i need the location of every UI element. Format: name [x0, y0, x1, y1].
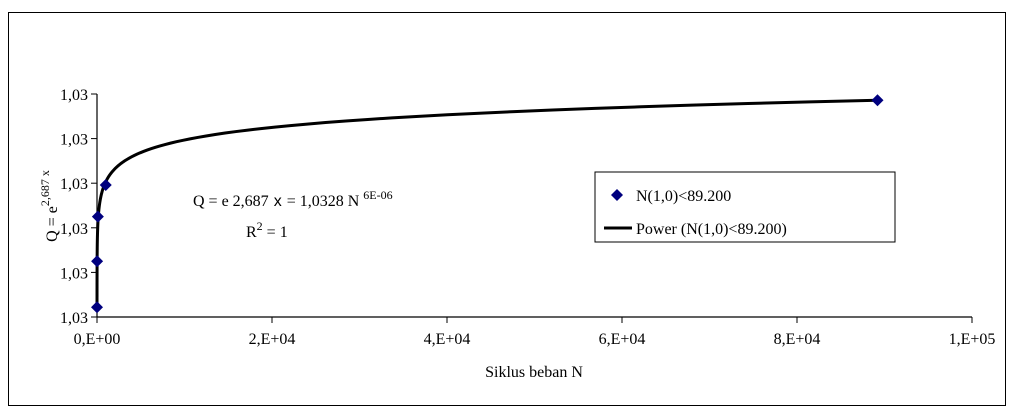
x-tick-label: 2,E+04	[249, 331, 296, 348]
y-ticks: 1,03 1,03 1,03 1,03 1,03 1,03	[60, 87, 97, 327]
data-point	[871, 94, 884, 107]
x-tick-label: 8,E+04	[774, 331, 821, 348]
legend-box	[594, 171, 896, 243]
equation-variable: x	[274, 193, 282, 210]
legend-marker-diamond	[611, 189, 623, 201]
y-axis-title-superscript: 2,687 x	[38, 170, 52, 206]
x-tick-label: 0,E+00	[74, 331, 121, 348]
y-tick-label: 1,03	[60, 176, 88, 193]
r-squared-rest: = 1	[267, 224, 288, 241]
trendline-equation: Q = e 2,687 x = 1,0328 N 6E-06	[193, 188, 393, 210]
y-tick-label: 1,03	[60, 87, 88, 104]
legend-label-series-2: Power (N(1,0)<89.200)	[636, 221, 787, 238]
y-tick-label: 1,03	[60, 132, 88, 149]
x-tick-label: 1,E+05	[949, 331, 996, 348]
legend: N(1,0)<89.200 Power (N(1,0)<89.200)	[594, 171, 896, 243]
legend-label-series-1: N(1,0)<89.200	[636, 188, 731, 205]
data-point	[91, 255, 104, 268]
x-tick-label: 4,E+04	[424, 331, 471, 348]
y-tick-label: 1,03	[60, 221, 88, 238]
x-tick-label: 6,E+04	[599, 331, 646, 348]
x-ticks: 0,E+00 2,E+04 4,E+04 6,E+04 8,E+04 1,E+05	[74, 317, 996, 348]
y-tick-label: 1,03	[60, 310, 88, 327]
equation-superscript: 6E-06	[363, 188, 392, 202]
equation-left: Q = e 2,687	[193, 193, 269, 210]
r-squared-base: R	[246, 224, 257, 241]
r-squared-superscript: 2	[257, 219, 263, 233]
y-axis-title: Q = e2,687 x	[38, 170, 61, 242]
data-point	[99, 178, 112, 191]
y-axis-title-main: Q = e	[44, 206, 61, 242]
equation-mid: = 1,0328 N	[287, 193, 360, 210]
data-point	[91, 210, 104, 223]
data-point	[91, 301, 104, 314]
x-axis-title: Siklus beban N	[485, 364, 583, 381]
data-points-group	[91, 94, 884, 314]
y-tick-label: 1,03	[60, 265, 88, 282]
r-squared-annotation: R2 = 1	[246, 219, 288, 241]
